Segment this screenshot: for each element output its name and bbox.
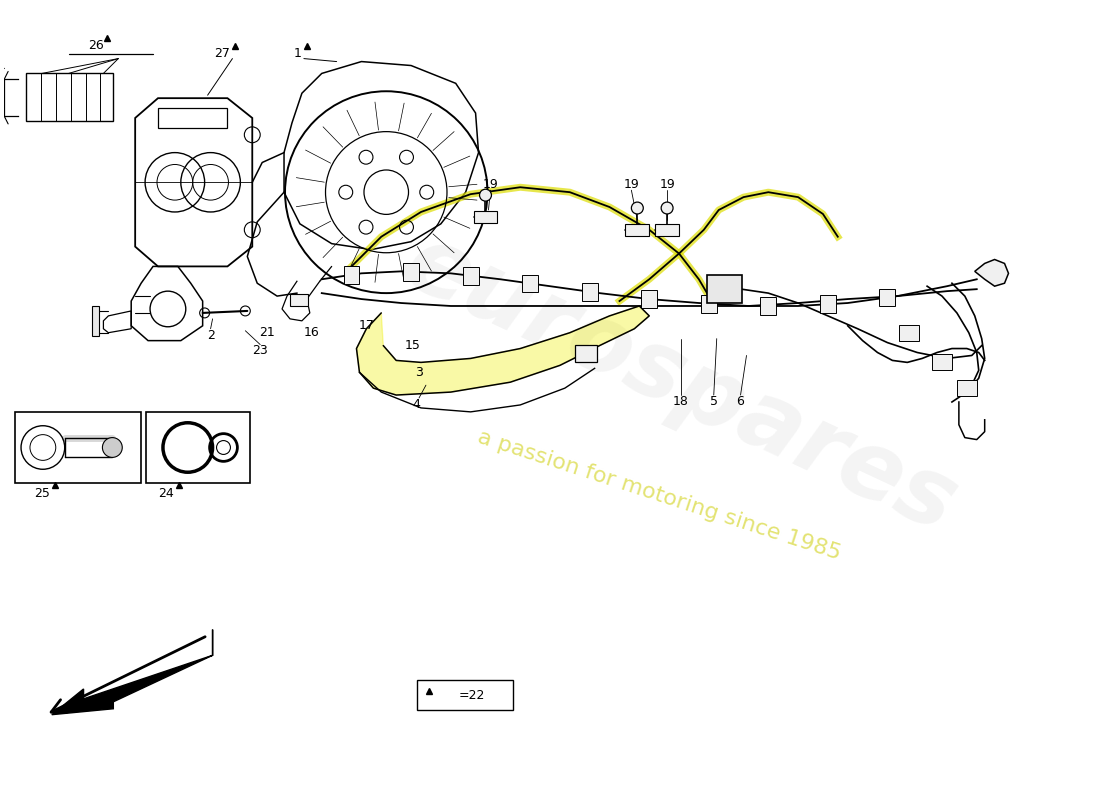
Text: 19: 19 [483, 178, 498, 190]
Text: eurospares: eurospares [390, 216, 971, 552]
Bar [522, 274, 538, 292]
Text: 3: 3 [415, 366, 422, 378]
Bar [707, 275, 741, 303]
Bar [91, 306, 99, 336]
Bar [582, 283, 597, 301]
Polygon shape [52, 630, 212, 714]
Text: 24: 24 [158, 486, 174, 499]
Text: 23: 23 [252, 344, 268, 357]
Bar [403, 263, 419, 281]
Bar [26, 74, 113, 121]
Bar [474, 211, 497, 223]
Text: 5: 5 [710, 395, 717, 409]
Text: 1: 1 [294, 47, 301, 60]
Text: 18: 18 [673, 395, 689, 409]
Text: 19: 19 [659, 178, 675, 190]
Bar [900, 325, 920, 341]
Bar [626, 224, 649, 236]
Text: =22: =22 [459, 689, 485, 702]
Text: a passion for motoring since 1985: a passion for motoring since 1985 [475, 426, 844, 563]
Bar [343, 266, 360, 284]
Bar [820, 295, 836, 313]
Text: 17: 17 [359, 319, 374, 332]
Bar [641, 290, 657, 308]
Text: 19: 19 [624, 178, 639, 190]
Bar [932, 354, 952, 370]
Bar [701, 294, 717, 313]
Bar [575, 345, 596, 362]
Circle shape [102, 438, 122, 458]
Bar [146, 412, 250, 483]
Bar [290, 294, 308, 306]
Bar [158, 108, 228, 128]
Text: 16: 16 [304, 326, 320, 339]
Bar [417, 680, 513, 710]
Text: 6: 6 [737, 395, 745, 409]
Text: 27: 27 [214, 47, 230, 60]
Circle shape [661, 202, 673, 214]
Circle shape [631, 202, 644, 214]
Bar [463, 267, 478, 285]
Text: 2: 2 [207, 329, 215, 342]
Text: 4: 4 [412, 398, 420, 411]
Bar [957, 380, 977, 396]
Text: 15: 15 [405, 339, 421, 352]
Polygon shape [975, 259, 1009, 286]
Bar [656, 224, 679, 236]
Text: 26: 26 [88, 39, 103, 52]
Bar [15, 412, 141, 483]
Polygon shape [356, 306, 649, 395]
Bar [880, 289, 895, 306]
Bar [760, 297, 777, 315]
Text: 25: 25 [34, 486, 50, 499]
Circle shape [480, 190, 492, 201]
Text: 21: 21 [260, 326, 275, 339]
